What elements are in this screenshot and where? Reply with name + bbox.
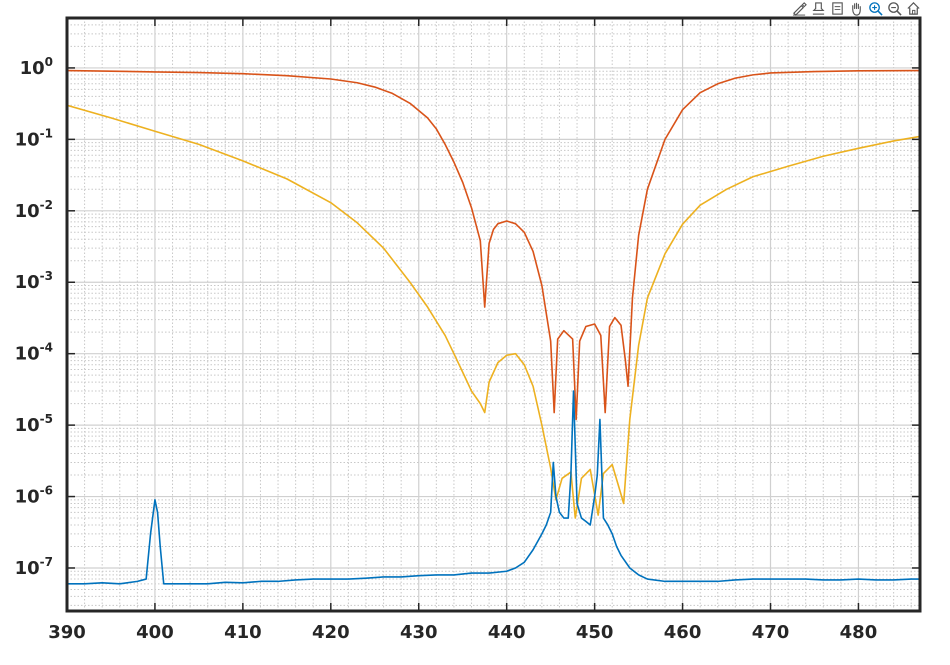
y-tick-label: 10-6 xyxy=(15,484,53,508)
series-layer xyxy=(67,69,920,585)
y-tick-label: 10-1 xyxy=(15,126,53,150)
plot-area xyxy=(67,18,920,611)
x-tick-label: 470 xyxy=(752,622,790,643)
series-line-2 xyxy=(67,104,920,519)
y-tick-base: 10 xyxy=(15,201,40,222)
data-tips-button[interactable] xyxy=(810,0,827,17)
y-tick-exponent: -3 xyxy=(40,269,53,283)
y-tick-exponent: -6 xyxy=(40,484,53,498)
x-tick-label: 480 xyxy=(840,622,878,643)
y-tick-label: 10-2 xyxy=(15,198,53,222)
y-tick-base: 10 xyxy=(15,558,40,579)
y-tick-base: 10 xyxy=(15,129,40,150)
x-tick-label: 410 xyxy=(224,622,262,643)
y-tick-base: 10 xyxy=(15,415,40,436)
zoom-in-icon xyxy=(869,2,883,16)
y-tick-label: 10-5 xyxy=(15,412,53,436)
y-tick-base: 10 xyxy=(15,487,40,508)
y-tick-base: 10 xyxy=(20,58,45,79)
x-tick-label: 400 xyxy=(136,622,174,643)
brush-button[interactable] xyxy=(791,0,808,17)
y-tick-exponent: -4 xyxy=(40,341,53,355)
axes-toolbar xyxy=(791,0,922,18)
x-tick-label: 460 xyxy=(664,622,702,643)
series-line-1 xyxy=(67,69,920,421)
x-tick-label: 450 xyxy=(576,622,614,643)
y-tick-exponent: -7 xyxy=(40,555,53,569)
pan-icon xyxy=(852,2,861,16)
x-tick-label: 440 xyxy=(488,622,526,643)
y-tick-exponent: -5 xyxy=(40,412,53,426)
home-icon xyxy=(907,2,920,15)
y-tick-exponent: -1 xyxy=(40,126,53,140)
y-tick-base: 10 xyxy=(15,272,40,293)
zoom-in-button[interactable] xyxy=(867,0,884,17)
y-tick-label: 10-3 xyxy=(15,269,53,293)
pan-button[interactable] xyxy=(848,0,865,17)
x-tick-label: 420 xyxy=(312,622,350,643)
zoom-out-button[interactable] xyxy=(886,0,903,17)
brush-icon xyxy=(792,2,807,16)
y-tick-label: 100 xyxy=(20,55,53,79)
data-tips-icon xyxy=(812,2,825,15)
y-tick-label: 10-7 xyxy=(15,555,53,579)
x-tick-label: 430 xyxy=(400,622,438,643)
y-tick-exponent: -2 xyxy=(40,198,53,212)
y-tick-label: 10-4 xyxy=(15,341,53,365)
axes-box xyxy=(65,16,922,613)
minor-grid xyxy=(67,18,920,611)
legend-button[interactable] xyxy=(829,0,846,17)
x-tick-label: 390 xyxy=(48,622,86,643)
legend-icon xyxy=(832,2,843,15)
y-tick-base: 10 xyxy=(15,344,40,365)
zoom-out-icon xyxy=(888,2,902,16)
home-button[interactable] xyxy=(905,0,922,17)
y-tick-exponent: 0 xyxy=(45,55,53,69)
series-line-3 xyxy=(67,390,920,585)
x-tick-labels: 390 400 410 420 430 440 450 460 470 480 xyxy=(48,622,877,643)
